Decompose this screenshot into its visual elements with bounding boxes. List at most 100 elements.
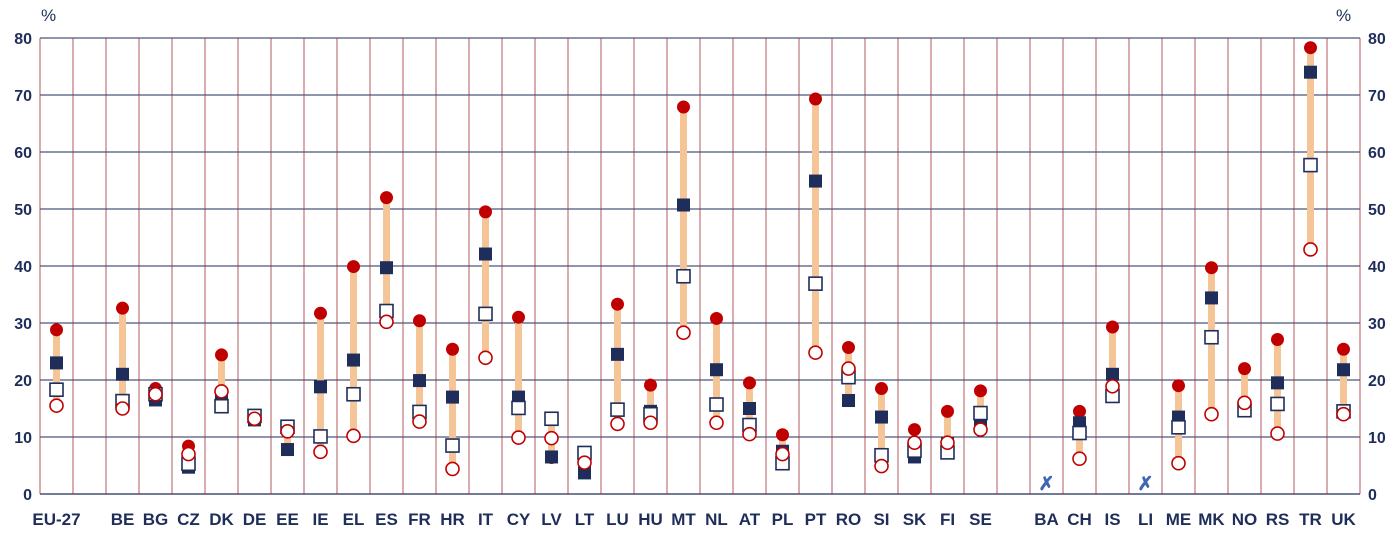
point-open-circle (346, 428, 361, 444)
point-filled-square (743, 402, 756, 415)
range-bar (119, 308, 126, 409)
x-tick-label: HR (440, 510, 465, 529)
point-open-circle (1105, 378, 1120, 394)
point-open-circle (1336, 406, 1351, 422)
point-filled-circle (611, 297, 624, 311)
point-filled-square (446, 390, 459, 404)
range-bar (449, 349, 456, 469)
point-open-circle (511, 430, 526, 445)
point-open-circle (1237, 395, 1252, 411)
point-open-circle (907, 435, 922, 451)
point-filled-circle (380, 191, 393, 205)
x-tick-label: NL (705, 510, 728, 529)
point-filled-circle (479, 205, 492, 219)
x-tick-label: SE (969, 510, 992, 529)
point-open-circle (1303, 242, 1318, 257)
point-filled-square (545, 450, 558, 464)
point-filled-circle (1073, 404, 1086, 418)
point-filled-square (512, 390, 525, 404)
point-filled-square (611, 347, 624, 361)
point-open-square (676, 268, 691, 284)
point-open-circle (676, 325, 691, 340)
point-open-circle (1072, 451, 1087, 466)
range-bar (1241, 368, 1248, 411)
point-open-square (1171, 420, 1186, 435)
point-open-circle (379, 314, 394, 330)
x-tick-label: PL (772, 510, 794, 529)
point-filled-circle (908, 423, 921, 437)
y-tick-label-right: 50 (1368, 202, 1386, 219)
data-markers: ✗ ✗ (49, 41, 1351, 495)
point-open-square (313, 429, 328, 444)
y-tick-label-left: 40 (14, 259, 32, 276)
point-open-circle (610, 416, 625, 432)
range-bar (350, 266, 357, 436)
point-filled-square (1271, 376, 1284, 390)
point-filled-circle (776, 428, 789, 442)
point-open-square (49, 382, 64, 397)
point-filled-circle (941, 404, 954, 418)
y-tick-label-right: 0 (1368, 487, 1377, 504)
point-filled-square (578, 466, 591, 480)
x-tick-label: BG (143, 510, 169, 529)
point-open-circle (412, 414, 427, 429)
y-tick-label-right: 60 (1368, 145, 1386, 162)
range-bar (812, 98, 819, 353)
x-tick-label: AT (739, 510, 761, 529)
point-open-circle (49, 398, 64, 413)
range-bar (515, 317, 522, 438)
point-filled-circle (710, 311, 723, 325)
point-filled-square (710, 363, 723, 377)
x-tick-label: SI (873, 510, 889, 529)
x-tick-label: PT (805, 510, 827, 529)
point-open-circle (1171, 455, 1186, 471)
point-open-circle (445, 461, 460, 477)
x-tick-label: EU-27 (32, 510, 80, 529)
point-open-circle (742, 426, 757, 442)
x-tick-label: DE (243, 510, 267, 529)
point-filled-square (116, 367, 129, 381)
point-open-square (544, 411, 559, 427)
point-open-circle (1204, 406, 1219, 422)
point-open-square (808, 276, 823, 291)
range-bar (482, 211, 489, 358)
range-bar (218, 354, 225, 407)
range-bar (614, 304, 621, 424)
point-open-square (445, 438, 460, 453)
point-filled-circle (875, 382, 888, 396)
point-open-square (214, 398, 229, 414)
y-tick-label-left: 50 (14, 202, 32, 219)
point-filled-square (875, 410, 888, 424)
x-tick-label: IT (478, 510, 494, 529)
point-filled-square (1337, 363, 1350, 377)
x-tick-label: TR (1299, 510, 1322, 529)
x-tick-label: RS (1266, 510, 1290, 529)
point-open-square (511, 400, 526, 416)
point-open-circle (115, 401, 130, 416)
point-filled-circle (644, 378, 657, 392)
point-filled-circle (974, 384, 987, 398)
point-filled-circle (215, 348, 228, 362)
point-open-square (1303, 157, 1318, 173)
x-tick-label: UK (1331, 510, 1356, 529)
x-tick-label: LV (541, 510, 562, 529)
point-filled-square (1205, 291, 1218, 305)
y-tick-label-left: 70 (14, 88, 32, 105)
range-bar (1109, 326, 1116, 396)
x-tick-label: EE (276, 510, 299, 529)
y-unit-left: % (41, 6, 56, 25)
y-tick-label-left: 20 (14, 373, 32, 390)
point-filled-square (413, 374, 426, 388)
point-filled-circle (677, 100, 690, 114)
x-tick-label: FR (408, 510, 431, 529)
category-separators (39, 38, 1361, 494)
x-tick-label: HU (638, 510, 663, 529)
point-filled-square (809, 174, 822, 188)
point-open-square (973, 405, 988, 421)
point-filled-square (1106, 367, 1119, 381)
y-tick-label-right: 80 (1368, 31, 1386, 48)
point-open-circle (247, 411, 262, 427)
point-filled-square (1304, 65, 1317, 79)
y-tick-label-left: 30 (14, 316, 32, 333)
point-open-square (709, 397, 724, 412)
